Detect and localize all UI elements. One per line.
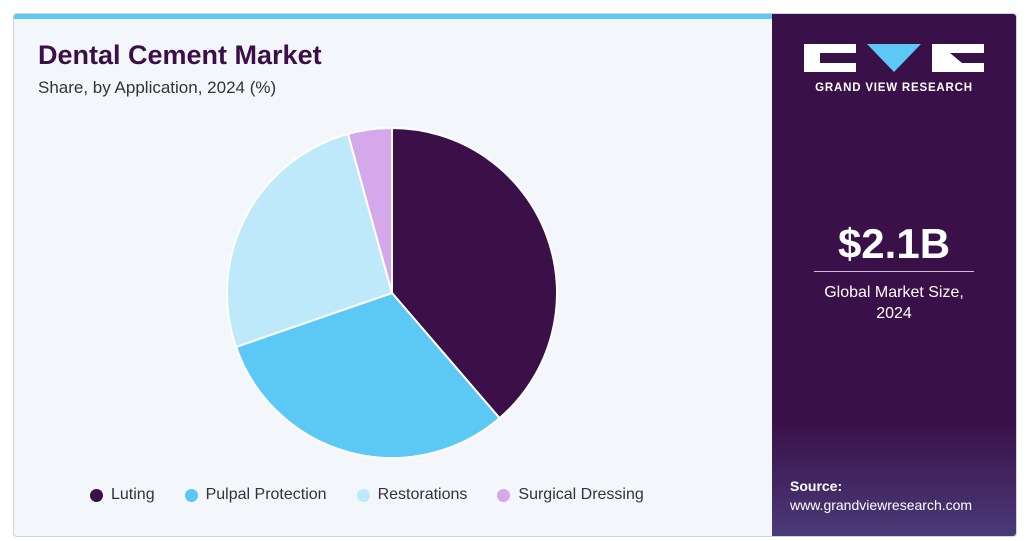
pie-chart [226, 126, 558, 459]
market-size: $2.1B [837, 220, 951, 267]
legend: Luting Pulpal Protection Restorations Surgi… [90, 486, 644, 504]
legend-label: Surgical Dressing [518, 486, 644, 503]
pie-slice [346, 126, 393, 294]
subtitle: Share, by Application, 2024 (%) [38, 78, 277, 97]
legend-item: Luting [90, 486, 155, 504]
source-label: Source: [790, 478, 843, 494]
pie-slice [226, 132, 394, 349]
legend-label: Restorations [377, 486, 468, 503]
legend-marker [90, 488, 103, 502]
legend-label: Pulpal Protection [205, 486, 327, 503]
title: Dental Cement Market [38, 40, 322, 70]
sidebar: GRAND VIEW RESEARCH $2.1B Global Market … [772, 14, 1016, 536]
pie-slice [234, 291, 501, 459]
divider [814, 271, 974, 272]
legend-marker [356, 488, 370, 502]
accent-stripe [14, 14, 772, 19]
legend-item: Restorations [356, 486, 468, 504]
legend-label: Luting [111, 486, 155, 503]
source-url: www.grandviewresearch.com [790, 497, 973, 513]
brand: GRAND VIEW RESEARCH [815, 82, 973, 94]
legend-marker [497, 488, 511, 502]
legend-item: Surgical Dressing [497, 486, 644, 504]
card: Dental Cement Market Share, by Applicati… [13, 13, 1017, 537]
legend-item: Pulpal Protection [184, 486, 327, 504]
legend-marker [184, 488, 198, 502]
pie-slice [391, 126, 558, 420]
market-size-label: Global Market Size, 2024 [824, 284, 964, 322]
logo [804, 44, 984, 72]
